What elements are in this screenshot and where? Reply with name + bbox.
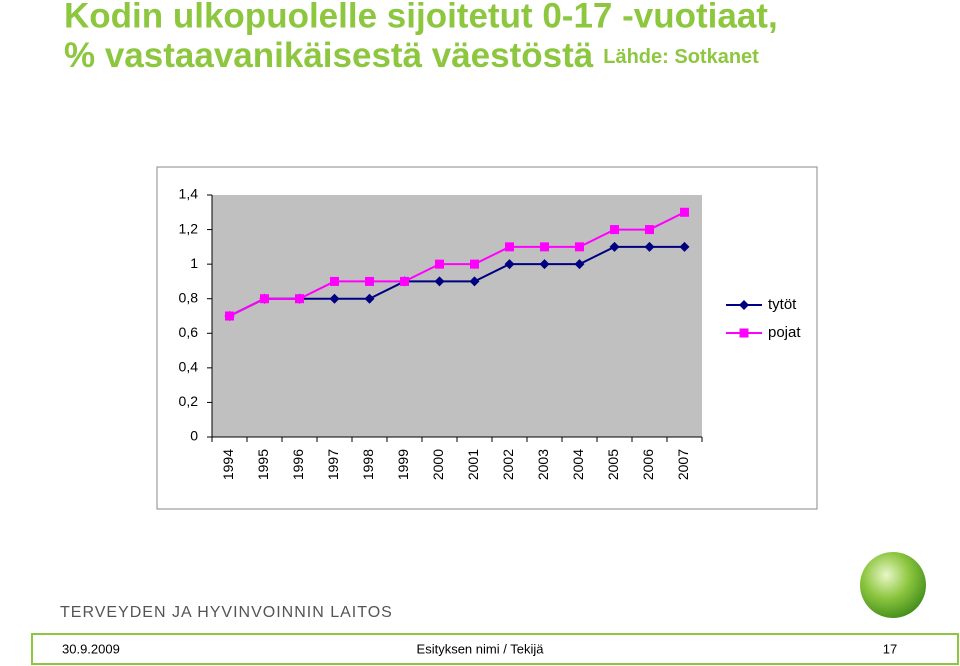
- x-tick-label: 1997: [325, 449, 341, 480]
- marker: [225, 311, 234, 321]
- x-tick-label: 2006: [640, 449, 656, 480]
- y-tick-label: 0,8: [179, 289, 199, 305]
- marker: [469, 276, 480, 287]
- y-tick-label: 1,4: [179, 186, 199, 202]
- y-tick-label: 0,2: [179, 393, 199, 409]
- y-tick-label: 0,4: [179, 359, 199, 375]
- y-tick-label: 0,6: [179, 324, 199, 340]
- marker: [540, 242, 549, 252]
- footer-date: 30.9.2009: [62, 641, 120, 656]
- marker: [645, 225, 654, 235]
- x-tick-label: 2002: [500, 449, 516, 480]
- x-tick-label: 1994: [220, 449, 236, 480]
- marker: [610, 225, 619, 235]
- footer-presentation: Esityksen nimi / Tekijä: [417, 641, 545, 656]
- logo: [860, 552, 926, 618]
- y-tick-label: 0: [190, 428, 198, 444]
- series-line: [229, 245, 685, 317]
- x-tick-label: 2007: [675, 449, 691, 480]
- legend-marker: [739, 328, 749, 338]
- marker: [644, 241, 655, 252]
- marker: [364, 293, 375, 304]
- legend-label: pojat: [768, 324, 801, 341]
- marker: [400, 276, 409, 286]
- x-tick-label: 1999: [395, 449, 411, 480]
- legend-marker: [739, 300, 749, 310]
- marker: [679, 241, 690, 252]
- title: Kodin ulkopuolelle sijoitetut 0-17 -vuot…: [64, 0, 778, 35]
- marker: [434, 276, 445, 287]
- marker: [504, 259, 515, 270]
- marker: [365, 276, 374, 286]
- footer-page: 17: [883, 641, 897, 656]
- source: Lähde: Sotkanet: [603, 46, 759, 68]
- legend-label: tytöt: [768, 296, 797, 313]
- x-tick-label: 2001: [465, 449, 481, 480]
- marker: [330, 276, 339, 286]
- marker: [505, 242, 514, 252]
- x-tick-label: 2004: [570, 449, 586, 480]
- x-tick-label: 2003: [535, 449, 551, 480]
- x-tick-label: 2005: [605, 449, 621, 480]
- y-tick-label: 1: [190, 255, 198, 271]
- x-tick-label: 2000: [430, 449, 446, 480]
- title: % vastaavanikäisestä väestöstä: [64, 36, 594, 75]
- marker: [435, 259, 444, 269]
- marker: [575, 242, 584, 252]
- marker: [609, 241, 620, 252]
- plot-area: [212, 195, 702, 437]
- marker: [260, 294, 269, 304]
- x-tick-label: 1996: [290, 449, 306, 480]
- organization: TERVEYDEN JA HYVINVOINNIN LAITOS: [60, 604, 393, 621]
- x-tick-label: 1998: [360, 449, 376, 480]
- marker: [539, 259, 550, 270]
- x-tick-label: 1995: [255, 449, 271, 480]
- marker: [329, 293, 340, 304]
- series-line: [229, 211, 685, 317]
- title: % vastaavanikäisestä väestöstä Lähde: Sot…: [64, 36, 759, 75]
- chart: 0 0,2 0,4 0,6 0,8 1 1,2 1,4 1994 1995 1996 1997 1998…: [179, 186, 802, 480]
- footer-bar: [31, 633, 959, 665]
- y-tick-label: 1,2: [179, 220, 199, 236]
- marker: [295, 294, 304, 304]
- marker: [680, 207, 689, 217]
- marker: [470, 259, 479, 269]
- marker: [574, 259, 585, 270]
